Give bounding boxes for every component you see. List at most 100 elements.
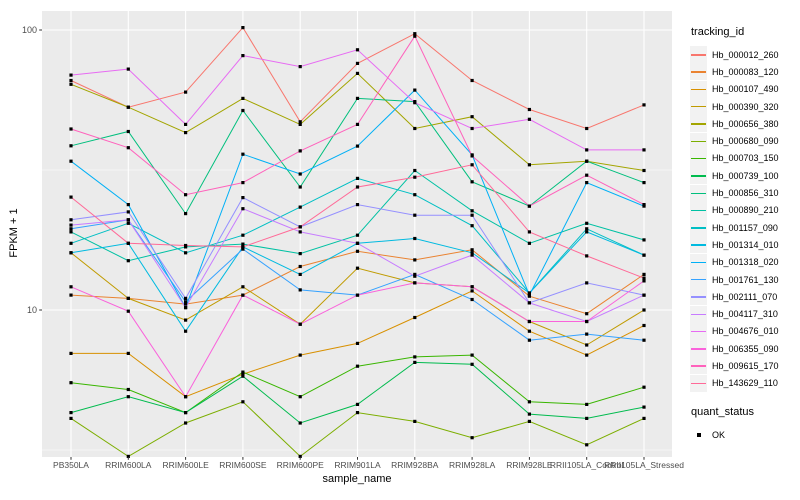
- data-point: [298, 252, 302, 256]
- data-point: [470, 297, 474, 302]
- data-point: [69, 230, 73, 234]
- x-tick-label: RRII105LA_Stressed: [604, 460, 684, 470]
- data-point: [126, 259, 130, 263]
- data-point: [298, 454, 302, 458]
- data-point: [355, 71, 360, 75]
- legend-entry-label: Hb_006355_090: [712, 343, 779, 354]
- data-point: [355, 249, 360, 253]
- data-point: [241, 374, 245, 378]
- legend-entry: Hb_000856_310: [690, 184, 800, 202]
- legend-entry-label: Hb_001314_010: [712, 239, 779, 250]
- legend-key-line: [691, 71, 706, 73]
- data-point: [470, 289, 474, 293]
- legend-entry: Hb_002111_070: [690, 288, 800, 306]
- data-point: [470, 353, 474, 357]
- data-point: [241, 233, 245, 237]
- data-point: [184, 243, 188, 248]
- data-point: [413, 175, 417, 179]
- data-point: [642, 323, 646, 328]
- data-point: [413, 236, 417, 241]
- data-point: [241, 370, 245, 374]
- data-point: [69, 411, 73, 415]
- legend-entry: Hb_001318_020: [690, 253, 800, 271]
- legend-entry-label: Hb_000680_090: [712, 136, 779, 147]
- data-point: [413, 360, 417, 364]
- data-point: [298, 353, 302, 357]
- data-point: [527, 400, 531, 404]
- data-point: [126, 67, 130, 71]
- data-point: [470, 78, 474, 83]
- data-point: [298, 421, 302, 425]
- data-point: [642, 385, 646, 389]
- legend-key-line: [691, 106, 706, 108]
- legend-key: [690, 288, 707, 306]
- data-point: [355, 203, 360, 207]
- legend-key: [690, 201, 707, 219]
- data-point: [413, 88, 417, 92]
- data-point: [527, 338, 531, 342]
- data-point: [184, 329, 188, 333]
- data-point: [585, 332, 589, 336]
- data-point: [642, 279, 646, 283]
- data-point: [69, 416, 73, 420]
- legend-key: [690, 63, 707, 81]
- legend-entry-label: Hb_143629_110: [712, 378, 778, 389]
- data-point: [184, 193, 188, 197]
- x-tick-label: RRIM600SE: [219, 460, 267, 470]
- legend-key: [690, 374, 707, 392]
- data-point: [413, 34, 417, 38]
- data-point: [298, 322, 302, 326]
- data-point: [184, 90, 188, 94]
- legend-key-line: [691, 157, 706, 160]
- data-point: [527, 163, 531, 167]
- data-point: [184, 302, 188, 306]
- data-point: [126, 395, 130, 399]
- data-point: [241, 196, 245, 200]
- legend-key-line: [691, 244, 706, 246]
- legend-key-line: [691, 140, 706, 143]
- data-point: [69, 159, 73, 163]
- data-point: [642, 181, 646, 185]
- legend-key-line: [691, 123, 706, 125]
- data-point: [184, 395, 188, 399]
- data-point: [527, 319, 531, 324]
- legend-entry-label: Hb_000739_100: [712, 170, 779, 181]
- data-point: [241, 242, 245, 246]
- legend-entry-label: Hb_001761_130: [712, 274, 779, 285]
- data-point: [642, 276, 646, 280]
- data-point: [642, 405, 646, 409]
- data-point: [527, 301, 531, 305]
- legend-key: [690, 357, 707, 375]
- data-point: [298, 149, 302, 153]
- legend-entry: Hb_000390_320: [690, 98, 800, 116]
- legend-entry-label: Hb_002111_070: [712, 291, 778, 302]
- data-point: [585, 402, 589, 406]
- data-point: [126, 387, 130, 392]
- legend-key: [690, 271, 707, 288]
- data-point: [470, 251, 474, 255]
- data-point: [69, 381, 73, 385]
- data-point: [298, 120, 302, 124]
- data-point: [585, 148, 589, 152]
- data-point: [126, 105, 130, 109]
- data-point: [241, 96, 245, 100]
- data-point: [298, 185, 302, 189]
- legend-entry-label: Hb_000390_320: [712, 101, 779, 112]
- legend-key: [690, 149, 707, 167]
- x-tick-label: RRIM901LA: [334, 460, 381, 470]
- data-point: [298, 172, 302, 176]
- data-point: [527, 107, 531, 112]
- data-point: [642, 272, 646, 276]
- x-tick-label: RRII105LA_Control: [549, 460, 624, 470]
- data-point: [413, 272, 417, 276]
- data-point: [413, 281, 417, 285]
- legend-entry: Hb_000107_490: [690, 80, 800, 98]
- legend-entry-label: Hb_000856_310: [712, 188, 779, 199]
- legend-key-line: [691, 192, 706, 194]
- legend-entry-label: Hb_000107_490: [712, 84, 779, 95]
- data-point: [126, 296, 130, 300]
- legend-key: [690, 322, 707, 340]
- legend-key-line: [691, 382, 706, 385]
- data-point: [355, 144, 360, 148]
- data-point: [413, 258, 417, 262]
